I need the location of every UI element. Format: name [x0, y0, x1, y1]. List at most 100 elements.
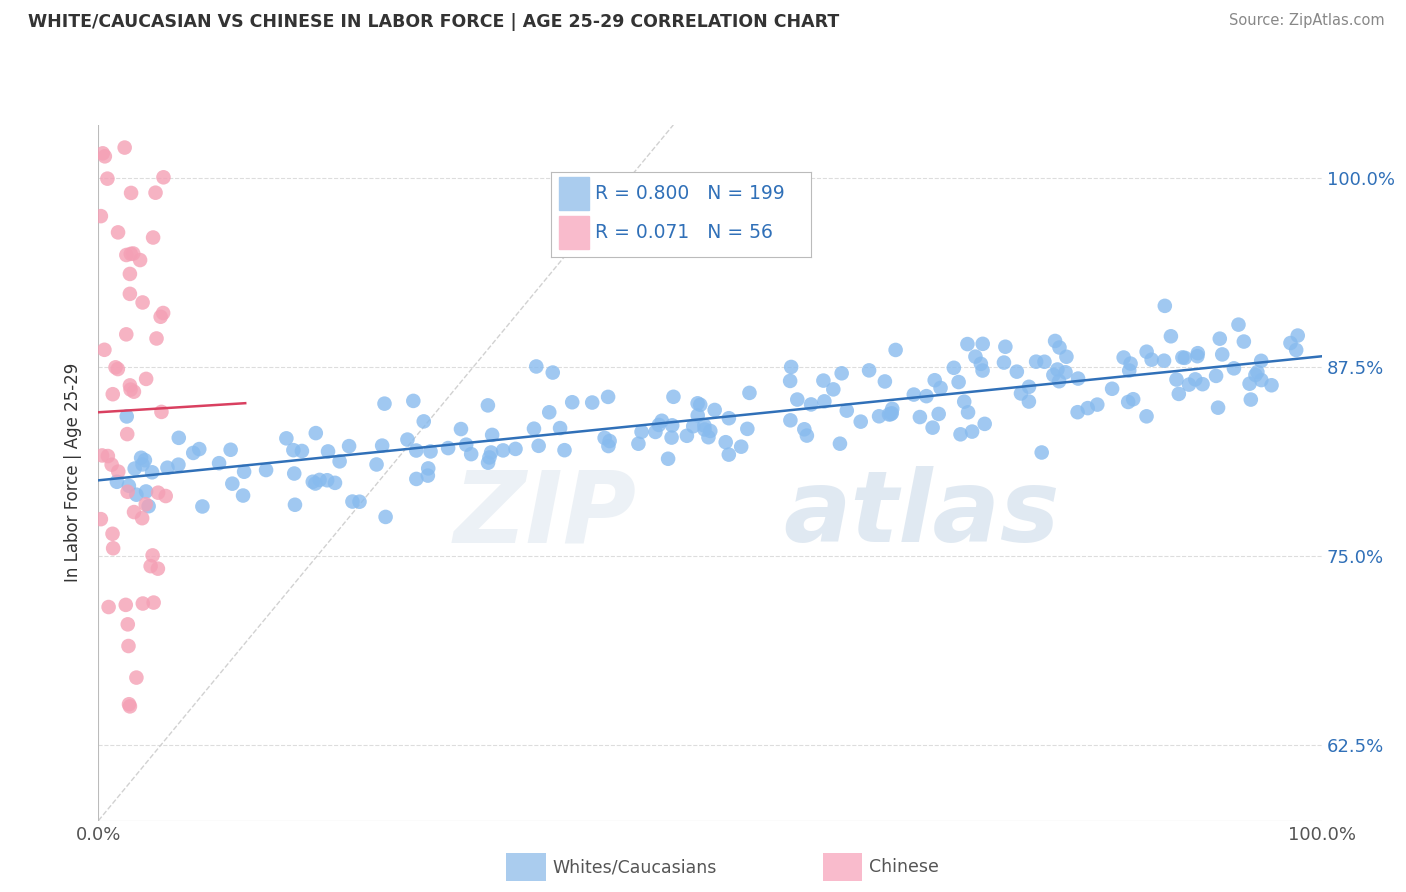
- Point: [689, 398, 711, 412]
- Point: [418, 461, 440, 475]
- Point: [329, 454, 352, 468]
- Point: [779, 413, 801, 427]
- Point: [115, 427, 138, 442]
- Text: R = 0.800   N = 199: R = 0.800 N = 199: [595, 185, 785, 203]
- Point: [1116, 395, 1139, 409]
- Point: [957, 405, 980, 419]
- Point: [880, 406, 903, 420]
- Point: [1005, 365, 1028, 379]
- Point: [1244, 368, 1267, 382]
- Point: [478, 450, 501, 465]
- Point: [1160, 329, 1182, 343]
- Point: [129, 450, 152, 465]
- Point: [115, 327, 138, 342]
- Point: [661, 418, 683, 433]
- Point: [882, 401, 904, 416]
- Point: [651, 414, 673, 428]
- Text: ZIP: ZIP: [454, 466, 637, 563]
- Point: [1010, 386, 1032, 401]
- Point: [1209, 332, 1232, 346]
- Point: [1136, 344, 1159, 359]
- Point: [107, 226, 129, 240]
- Point: [135, 484, 157, 499]
- Point: [523, 422, 546, 436]
- Point: [884, 343, 907, 357]
- Point: [717, 411, 740, 425]
- Point: [124, 461, 146, 475]
- Point: [138, 500, 160, 514]
- Point: [858, 363, 880, 377]
- Point: [118, 699, 141, 714]
- Point: [316, 473, 339, 487]
- Point: [1033, 355, 1056, 369]
- Point: [416, 468, 439, 483]
- Point: [437, 441, 460, 455]
- Point: [1046, 362, 1069, 376]
- Point: [316, 444, 339, 458]
- Y-axis label: In Labor Force | Age 25-29: In Labor Force | Age 25-29: [65, 363, 83, 582]
- Point: [693, 418, 716, 433]
- Point: [686, 409, 709, 423]
- Point: [993, 355, 1015, 369]
- Point: [149, 310, 172, 324]
- Point: [135, 497, 157, 511]
- Point: [1153, 353, 1175, 368]
- Point: [97, 449, 120, 463]
- Point: [104, 360, 127, 375]
- Point: [115, 248, 138, 262]
- Point: [481, 428, 503, 442]
- Point: [972, 336, 994, 351]
- Point: [477, 456, 499, 470]
- Point: [908, 410, 931, 425]
- Point: [942, 360, 965, 375]
- Point: [117, 639, 139, 653]
- Point: [1043, 334, 1066, 348]
- Point: [831, 367, 853, 381]
- Point: [337, 439, 360, 453]
- Point: [118, 697, 141, 711]
- Point: [107, 465, 129, 479]
- Point: [101, 541, 124, 556]
- Point: [800, 397, 823, 411]
- Point: [965, 350, 987, 364]
- Point: [301, 475, 323, 489]
- Point: [349, 494, 371, 508]
- Point: [1166, 372, 1188, 386]
- Point: [304, 476, 326, 491]
- Point: [1067, 371, 1090, 385]
- Point: [849, 415, 872, 429]
- Point: [835, 403, 858, 417]
- Point: [156, 460, 179, 475]
- Point: [114, 598, 136, 612]
- Point: [117, 617, 139, 632]
- Point: [1279, 336, 1302, 351]
- Text: R = 0.071   N = 56: R = 0.071 N = 56: [595, 223, 773, 242]
- Point: [125, 671, 148, 685]
- Point: [167, 458, 190, 472]
- Point: [371, 439, 394, 453]
- Point: [405, 443, 427, 458]
- Point: [101, 387, 124, 401]
- Point: [877, 408, 900, 422]
- Point: [598, 439, 620, 453]
- Point: [1119, 357, 1142, 371]
- Point: [1085, 398, 1108, 412]
- Point: [129, 253, 152, 268]
- Point: [115, 409, 138, 424]
- Point: [456, 438, 478, 452]
- Point: [970, 357, 993, 371]
- Point: [1223, 361, 1246, 376]
- Point: [703, 403, 725, 417]
- Point: [135, 372, 157, 386]
- Point: [91, 449, 114, 463]
- Point: [118, 378, 141, 392]
- Point: [120, 186, 142, 200]
- Point: [118, 286, 141, 301]
- Point: [114, 140, 136, 154]
- Point: [276, 431, 298, 445]
- Point: [142, 549, 165, 563]
- Point: [122, 384, 145, 399]
- Point: [90, 209, 112, 223]
- Point: [1227, 318, 1250, 332]
- Point: [548, 421, 571, 435]
